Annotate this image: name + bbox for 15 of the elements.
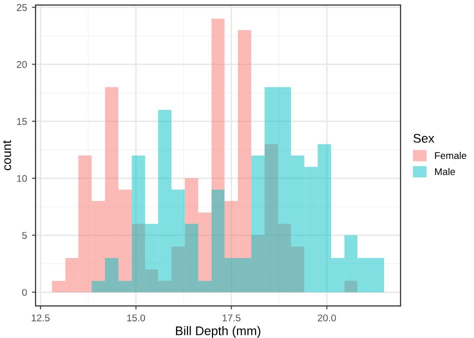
x-tick-label: 17.5 (222, 314, 240, 322)
legend-label: Female (435, 152, 466, 160)
y-tick-label: 5 (22, 232, 27, 239)
y-axis-title: count (2, 140, 12, 170)
x-axis-title: Bill Depth (mm) (176, 326, 260, 338)
legend-label: Male (435, 168, 455, 176)
y-tick-label: 15 (17, 118, 27, 125)
x-tick-label: 15.0 (127, 314, 146, 322)
y-tick-label: 20 (16, 61, 27, 68)
legend-title: Sex (414, 134, 434, 143)
y-tick-label: 10 (17, 175, 27, 182)
x-tick-label: 20.0 (318, 314, 336, 322)
x-tick-label: 12.5 (32, 314, 50, 322)
y-tick-label: 25 (16, 4, 27, 11)
y-tick-label: 0 (22, 288, 27, 296)
